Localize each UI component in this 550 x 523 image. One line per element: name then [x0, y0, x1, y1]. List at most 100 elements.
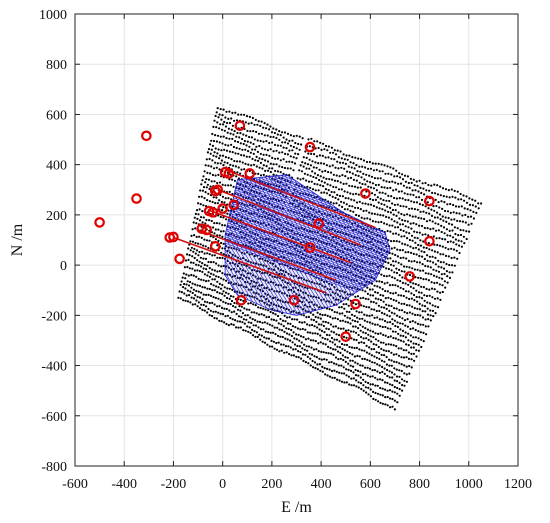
survey-point — [277, 322, 280, 325]
x-tick-label: -600 — [62, 477, 88, 492]
survey-point — [262, 126, 265, 129]
survey-point — [214, 310, 217, 313]
survey-point — [324, 337, 327, 340]
survey-point — [344, 162, 347, 165]
survey-point — [268, 167, 271, 170]
survey-point — [386, 257, 389, 260]
survey-point — [299, 164, 302, 167]
survey-point — [420, 291, 423, 294]
survey-point — [274, 313, 277, 316]
survey-point — [404, 225, 407, 228]
survey-point — [426, 254, 429, 257]
survey-point — [203, 238, 206, 241]
survey-point — [337, 364, 340, 367]
survey-point — [398, 268, 401, 271]
survey-point — [355, 338, 358, 342]
survey-point — [373, 355, 376, 358]
survey-point — [370, 282, 374, 285]
survey-point — [359, 323, 362, 326]
survey-point — [307, 337, 310, 340]
survey-point — [417, 330, 420, 333]
survey-point — [204, 245, 207, 248]
survey-point — [436, 243, 439, 247]
survey-point — [238, 320, 242, 323]
survey-point — [368, 359, 371, 362]
survey-point — [226, 212, 229, 215]
mesh-line — [225, 174, 312, 316]
survey-point — [237, 326, 240, 329]
mesh-line — [225, 174, 325, 316]
survey-point — [367, 386, 370, 389]
survey-point — [406, 244, 409, 247]
survey-point — [271, 262, 275, 265]
survey-point — [287, 327, 290, 331]
survey-point — [384, 192, 387, 195]
survey-point — [357, 374, 360, 377]
survey-point — [380, 273, 383, 276]
survey-point — [448, 263, 451, 267]
survey-point — [192, 221, 195, 224]
survey-point — [403, 270, 406, 273]
survey-point — [401, 173, 404, 176]
survey-point — [281, 279, 284, 282]
survey-point — [395, 307, 398, 310]
survey-point — [471, 204, 474, 207]
survey-point — [403, 319, 407, 322]
survey-point — [474, 205, 477, 208]
survey-point — [244, 314, 247, 317]
survey-point — [283, 330, 286, 333]
survey-point — [443, 232, 446, 235]
survey-point — [231, 318, 234, 321]
survey-point — [319, 317, 322, 320]
survey-point — [194, 212, 197, 215]
survey-point — [366, 358, 369, 361]
survey-point — [345, 381, 348, 384]
survey-point — [248, 115, 251, 118]
survey-point — [423, 226, 426, 230]
survey-point — [382, 294, 385, 297]
survey-point — [387, 304, 390, 307]
survey-point — [259, 338, 262, 341]
survey-point — [310, 152, 313, 155]
survey-point — [386, 229, 389, 233]
survey-point — [205, 186, 208, 189]
survey-point — [208, 157, 211, 161]
survey-point — [428, 189, 431, 192]
survey-point — [375, 206, 378, 209]
survey-point — [279, 335, 282, 338]
survey-point — [324, 293, 327, 296]
survey-point — [341, 174, 344, 177]
red-profile-line — [217, 189, 361, 246]
survey-point — [286, 142, 290, 145]
station-marker — [131, 193, 142, 204]
survey-point — [240, 305, 243, 308]
survey-point — [225, 149, 229, 152]
survey-point — [445, 220, 448, 223]
survey-point — [361, 364, 364, 367]
survey-point — [356, 186, 359, 189]
survey-point — [374, 297, 377, 300]
survey-point — [322, 142, 325, 145]
x-tick-label: -400 — [111, 477, 137, 492]
mesh-line — [225, 202, 390, 304]
survey-point — [200, 236, 203, 239]
survey-point — [317, 323, 320, 326]
survey-point — [381, 365, 384, 369]
survey-point — [368, 352, 371, 355]
survey-point — [245, 308, 248, 311]
survey-point — [411, 312, 414, 315]
survey-point — [386, 165, 389, 168]
survey-point — [240, 154, 243, 157]
survey-point — [260, 120, 263, 123]
survey-point — [212, 296, 215, 299]
survey-point — [255, 145, 258, 148]
survey-point — [292, 169, 295, 172]
survey-point — [295, 134, 298, 137]
survey-point — [376, 316, 379, 319]
survey-point — [420, 345, 423, 349]
survey-point — [417, 216, 420, 219]
survey-point — [285, 138, 288, 141]
survey-point — [374, 198, 377, 201]
survey-point — [438, 206, 441, 209]
survey-point — [331, 178, 334, 181]
